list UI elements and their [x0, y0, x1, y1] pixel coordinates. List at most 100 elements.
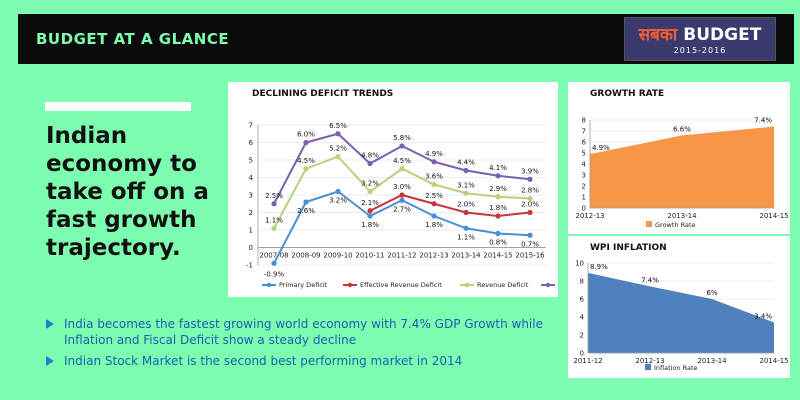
- x-tick-label: 2011-12: [573, 357, 602, 365]
- y-tick-label: 8: [580, 278, 584, 286]
- y-tick-label: 4: [582, 161, 587, 169]
- data-label: 2.0%: [457, 201, 475, 209]
- triangle-bullet-icon: [46, 356, 54, 366]
- data-label: 2.8%: [521, 187, 539, 195]
- data-label: 6.6%: [673, 125, 691, 133]
- data-label: 1.1%: [265, 216, 283, 224]
- y-tick-label: 1: [582, 194, 586, 202]
- data-label: 7.4%: [641, 276, 659, 284]
- y-tick-label: 5: [249, 157, 253, 165]
- data-label: 1.1%: [457, 233, 475, 241]
- bullet-list: India becomes the fastest growing world …: [46, 316, 566, 374]
- data-point: [463, 209, 469, 216]
- data-label: 3.1%: [457, 181, 475, 189]
- legend-label: Primary Deficit: [279, 281, 328, 289]
- data-point: [495, 194, 501, 200]
- y-tick-label: 7: [249, 122, 253, 130]
- legend-marker: [347, 282, 353, 288]
- y-tick-label: 3: [582, 172, 586, 180]
- x-tick-label: 2009-10: [323, 252, 352, 260]
- data-point: [527, 209, 533, 216]
- data-label: 4.9%: [592, 144, 610, 152]
- data-label: 4.4%: [457, 159, 475, 167]
- data-label: 3.2%: [361, 180, 379, 188]
- data-point: [527, 176, 533, 182]
- data-point: [367, 160, 373, 167]
- series-line: [369, 193, 531, 218]
- legend-label: Revenue Deficit: [477, 281, 529, 289]
- data-label: 6.5%: [329, 122, 347, 130]
- data-point: [303, 139, 309, 146]
- data-point: [367, 213, 373, 219]
- y-tick-label: 2: [582, 183, 586, 191]
- y-tick-label: 4: [580, 314, 585, 322]
- y-tick-label: 1: [249, 227, 253, 235]
- data-label: 0.8%: [489, 239, 507, 247]
- data-label: 3.0%: [393, 183, 411, 191]
- data-label: 2.7%: [393, 205, 411, 213]
- y-tick-label: 0: [580, 350, 584, 358]
- chart-title: GROWTH RATE: [590, 89, 664, 99]
- decorative-bar: [45, 102, 191, 111]
- y-tick-label: 6: [580, 296, 585, 304]
- data-label: 2.0%: [521, 201, 539, 209]
- data-label: 6%: [706, 289, 717, 297]
- data-point: [463, 225, 469, 231]
- area-fill: [590, 126, 774, 208]
- x-tick-label: 2008-09: [291, 252, 320, 260]
- headline-text: Indian economy to take off on a fast gro…: [46, 123, 209, 261]
- data-label: 2.9%: [489, 185, 507, 193]
- legend-label: Inflation Rate: [654, 364, 698, 372]
- data-point: [399, 166, 405, 172]
- data-point: [367, 208, 373, 214]
- legend-marker: [545, 282, 551, 288]
- legend-label: Growth Rate: [655, 221, 696, 229]
- y-tick-label: 0: [249, 244, 253, 252]
- data-label: 1.8%: [361, 221, 379, 229]
- y-tick-label: 5: [582, 150, 586, 158]
- data-point: [527, 232, 533, 238]
- growth-rate-chart: GROWTH RATE 0 1 2 3 4 5 6 7 8 4.9% 6.6% 7.4% 2012-13 2…: [568, 82, 790, 234]
- data-label: 5.8%: [393, 134, 411, 142]
- y-tick-label: 6: [582, 139, 587, 147]
- legend-marker: [266, 282, 272, 288]
- bullet-item: Indian Stock Market is the second best p…: [46, 353, 566, 369]
- data-label: 4.5%: [393, 157, 411, 165]
- header-title: BUDGET AT A GLANCE: [36, 30, 230, 48]
- y-tick-label: -1: [246, 262, 253, 270]
- legend-swatch: [646, 221, 652, 227]
- x-tick-label: 2014-15: [483, 252, 512, 260]
- data-point: [495, 213, 501, 219]
- data-label: 1.8%: [489, 204, 507, 212]
- data-point: [367, 188, 373, 195]
- legend-swatch: [645, 364, 651, 370]
- data-point: [335, 188, 341, 195]
- x-tick-label: 2011-12: [387, 252, 416, 260]
- x-tick-label: 2012-13: [635, 357, 664, 365]
- chart-title: WPI INFLATION: [590, 243, 667, 253]
- chart-background: [228, 82, 558, 297]
- y-tick-label: 4: [249, 174, 254, 182]
- bullet-item: India becomes the fastest growing world …: [46, 316, 566, 348]
- data-label: 2.1%: [361, 199, 379, 207]
- data-point: [431, 181, 437, 188]
- data-label: 7.4%: [754, 117, 772, 125]
- data-point: [495, 173, 501, 179]
- data-label: 4.8%: [361, 152, 379, 160]
- logo-subtitle: 2015-2016: [673, 46, 727, 55]
- legend-label: Effective Revenue Deficit: [360, 281, 442, 289]
- area-fill: [588, 272, 774, 353]
- deficit-trends-chart: DECLINING DEFICIT TRENDS -1 0 1 2 3 4 5 6 7 2007-0…: [228, 82, 558, 297]
- data-label: 6.0%: [297, 131, 315, 139]
- data-point: [303, 166, 309, 172]
- data-point: [431, 159, 437, 165]
- y-tick-label: 7: [582, 128, 586, 136]
- data-label: 1.8%: [425, 221, 443, 229]
- data-point: [335, 131, 341, 137]
- x-tick-label: 2012-13: [419, 252, 448, 260]
- y-tick-label: 2: [580, 332, 584, 340]
- logo-hindi-text: सबका: [638, 25, 678, 45]
- data-label: 8.9%: [590, 263, 608, 271]
- data-label: 2.6%: [297, 207, 315, 215]
- data-label: 3.9%: [521, 167, 539, 175]
